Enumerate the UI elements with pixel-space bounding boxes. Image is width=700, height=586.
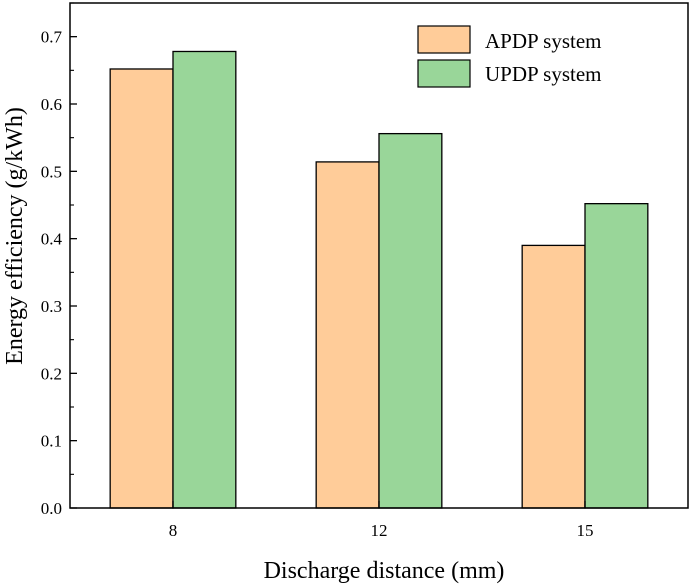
y-tick-label: 0.3 bbox=[41, 297, 62, 316]
y-tick-label: 0.1 bbox=[41, 432, 62, 451]
legend-label-apdp: APDP system bbox=[485, 29, 602, 53]
y-tick-label: 0.5 bbox=[41, 162, 62, 181]
bar-updp-15 bbox=[584, 203, 649, 509]
y-tick-label: 0.7 bbox=[41, 28, 63, 47]
y-axis-ticks: 0.0 0.1 0.2 0.3 0.4 0.5 0.6 0.7 bbox=[41, 2, 77, 518]
x-axis-ticks: 8 12 15 bbox=[169, 501, 594, 540]
legend-swatch-apdp bbox=[417, 25, 471, 54]
bar-updp-12 bbox=[378, 132, 443, 509]
y-tick-label: 0.4 bbox=[41, 230, 63, 249]
y-tick-label: 0.6 bbox=[41, 95, 62, 114]
x-axis-title: Discharge distance (mm) bbox=[264, 558, 505, 584]
bars-group bbox=[109, 50, 649, 509]
bar-apdp-15 bbox=[521, 244, 586, 509]
legend: APDP system UPDP system bbox=[417, 25, 602, 88]
legend-swatch-updp bbox=[417, 59, 471, 88]
x-tick-label: 12 bbox=[371, 521, 388, 540]
y-tick-label: 0.2 bbox=[41, 364, 62, 383]
bar-updp-8 bbox=[172, 50, 237, 509]
bar-apdp-8 bbox=[109, 68, 174, 509]
plot-frame bbox=[69, 2, 689, 509]
y-axis-title: Energy efficiency (g/kWh) bbox=[2, 107, 28, 365]
y-tick-label: 0.0 bbox=[41, 499, 62, 518]
x-tick-label: 8 bbox=[169, 521, 178, 540]
x-tick-label: 15 bbox=[577, 521, 594, 540]
bar-apdp-12 bbox=[315, 161, 380, 509]
legend-label-updp: UPDP system bbox=[485, 62, 602, 86]
